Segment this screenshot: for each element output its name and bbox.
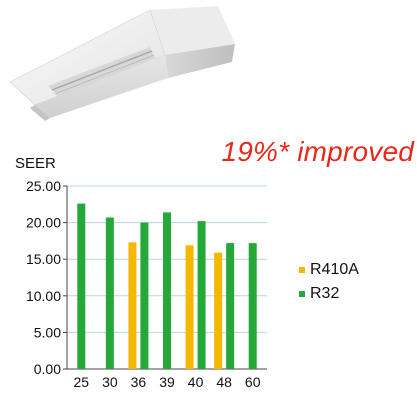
- legend-label-r410a: R410A: [310, 261, 359, 278]
- x-tick-label: 40: [188, 374, 204, 390]
- bar-r410a-48: [214, 252, 223, 369]
- ceiling-unit-drawing: [9, 6, 235, 121]
- x-tick-label: 36: [131, 374, 147, 390]
- bar-r32-36: [140, 222, 149, 369]
- seer-bar-chart: SEER 0.00 5.00 10.00 15.00 20.00 25.00 25 30 36…: [15, 155, 359, 390]
- legend: R410A R32: [299, 261, 359, 302]
- y-tick-labels: 0.00 5.00 10.00 15.00 20.00 25.00: [26, 178, 67, 377]
- x-tick-label: 30: [102, 374, 118, 390]
- improvement-headline: 19%* improved: [221, 136, 414, 167]
- y-tick-label: 20.00: [26, 215, 61, 231]
- x-tick-label: 48: [216, 374, 232, 390]
- bar-r32-30: [105, 217, 114, 369]
- legend-label-r32: R32: [310, 285, 339, 302]
- y-tick-label: 10.00: [26, 288, 61, 304]
- x-tick-label: 25: [73, 374, 89, 390]
- x-tick-label: 39: [159, 374, 175, 390]
- bar-r410a-40: [185, 245, 194, 369]
- y-tick-label: 15.00: [26, 251, 61, 267]
- x-tick-label: 60: [245, 374, 261, 390]
- y-tick-label: 25.00: [26, 178, 61, 194]
- y-tick-label: 5.00: [34, 324, 61, 340]
- bar-r32-25: [77, 203, 86, 369]
- y-axis-label: SEER: [15, 155, 56, 172]
- y-tick-label: 0.00: [34, 361, 61, 377]
- bars: [77, 203, 257, 369]
- bar-r32-40: [197, 221, 206, 369]
- bar-r32-39: [163, 212, 171, 369]
- legend-swatch-r410a: [299, 267, 305, 273]
- x-tick-labels: 25 30 36 39 40 48 60: [73, 374, 260, 390]
- product-image: [9, 6, 235, 121]
- bar-r410a-36: [128, 242, 137, 369]
- bar-r32-48: [226, 243, 235, 369]
- legend-swatch-r32: [299, 291, 305, 297]
- bar-r32-60: [248, 243, 257, 369]
